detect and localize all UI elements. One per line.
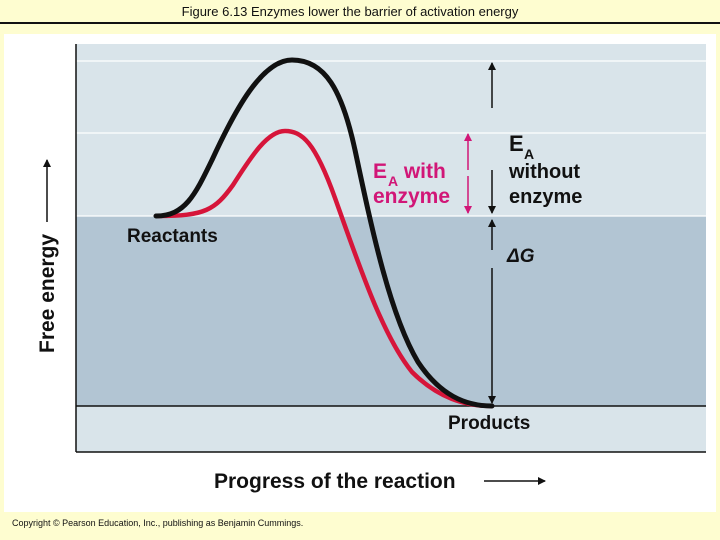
- ea-without-enzyme-label: E A without enzyme: [508, 131, 582, 208]
- reactant-product-band: [76, 216, 706, 406]
- y-axis-label: Free energy: [36, 234, 59, 353]
- x-axis-label: Progress of the reaction: [214, 470, 456, 493]
- products-label: Products: [448, 413, 530, 434]
- upper-energy-band: [76, 44, 706, 216]
- ea-with-enzyme-label: E A with enzyme: [373, 160, 450, 208]
- lower-energy-band: [76, 406, 706, 452]
- ea-without-subscript: A: [524, 146, 534, 162]
- uncatalyzed-reaction-curve: [153, 57, 495, 409]
- ea-without-line2: without: [508, 161, 580, 183]
- catalyzed-reaction-curve: [155, 128, 495, 409]
- title-divider: [0, 22, 720, 24]
- slide-title: Figure 6.13 Enzymes lower the barrier of…: [181, 4, 519, 19]
- copyright-credit: Copyright © Pearson Education, Inc., pub…: [12, 518, 304, 528]
- ea-with-line2: enzyme: [373, 185, 450, 208]
- ea-with-word: with: [398, 160, 446, 183]
- ea-with-e: E: [373, 160, 387, 183]
- reactants-label: Reactants: [127, 226, 218, 247]
- delta-g-label: ΔG: [506, 246, 535, 267]
- ea-without-e: E: [509, 131, 524, 156]
- ea-without-line3: enzyme: [509, 186, 582, 208]
- ea-with-subscript: A: [388, 173, 398, 189]
